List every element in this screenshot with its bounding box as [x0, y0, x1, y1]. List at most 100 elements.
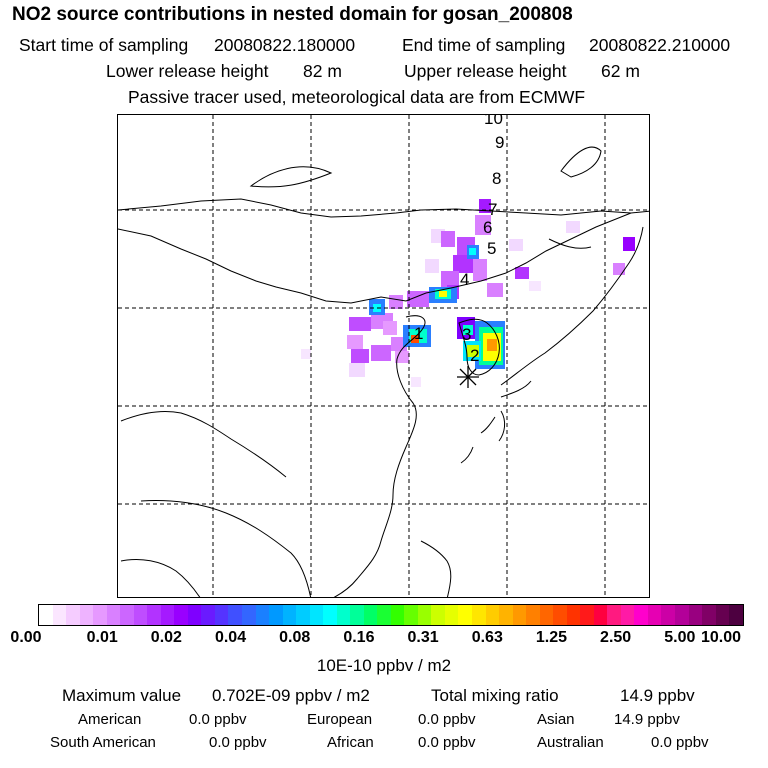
coast-outline: [480, 416, 496, 434]
map-canvas: 1 2 3 4 5 6 7 8 9 10: [118, 115, 649, 597]
colorbar-segment: [52, 605, 67, 625]
colorbar-segment: [526, 605, 540, 625]
colorbar-segment: [336, 605, 351, 625]
region-name: Asian: [537, 711, 575, 728]
colorbar-segment: [512, 605, 527, 625]
region-value: 0.0 ppbv: [418, 711, 476, 728]
plume-cell: [469, 248, 476, 255]
colorbar-segment: [282, 605, 297, 625]
plume-cell: [613, 263, 625, 275]
colorbar-segment: [607, 605, 621, 625]
colorbar-tick-label: 0.04: [214, 629, 247, 646]
plume-cell: [411, 377, 421, 387]
colorbar-tick-label: 0.01: [86, 629, 118, 646]
colorbar-segment: [661, 605, 675, 625]
colorbar-segment: [390, 605, 405, 625]
colorbar-segment: [485, 605, 500, 625]
coast-outline: [458, 318, 500, 376]
colorbar-segment: [120, 605, 134, 625]
colorbar-segment: [431, 605, 445, 625]
colorbar-segment: [255, 605, 270, 625]
plume-cell: [487, 283, 503, 297]
plume-cell: [487, 339, 497, 351]
coast-outline: [333, 315, 426, 597]
plume-cell: [349, 363, 365, 377]
plume-cell: [371, 345, 391, 361]
colorbar-segment: [688, 605, 703, 625]
lower-height-value: 82 m: [303, 61, 342, 81]
colorbar-tick-label: 0.00: [10, 629, 42, 646]
plume-cell: [509, 239, 523, 251]
total-mixing-label: Total mixing ratio: [431, 686, 559, 705]
region-name: Australian: [537, 734, 604, 751]
border-line: [118, 198, 649, 218]
colorbar-segment: [634, 605, 648, 625]
trajectory-label: 4: [460, 270, 469, 289]
colorbar-segment: [620, 605, 635, 625]
colorbar-segment: [106, 605, 121, 625]
plume-cell: [439, 291, 447, 297]
colorbar-tick-label: 1.25: [535, 629, 568, 646]
max-value-label: Maximum value: [62, 686, 182, 705]
plume-cell: [515, 267, 529, 279]
coast-outline: [500, 226, 644, 386]
colorbar: [38, 604, 744, 626]
plume-cell: [566, 221, 580, 233]
colorbar-segment: [269, 605, 283, 625]
trajectory-label: 2: [470, 346, 479, 365]
colorbar-segment: [417, 605, 432, 625]
coast-outline: [460, 446, 474, 464]
colorbar-segment: [323, 605, 337, 625]
plume-cell: [389, 295, 403, 309]
colorbar-segment: [499, 605, 513, 625]
region-name: African: [327, 734, 374, 751]
plume-cell: [623, 237, 635, 251]
colorbar-segment: [350, 605, 364, 625]
end-time-label: End time of sampling: [402, 35, 566, 55]
plume-cell: [411, 335, 419, 343]
colorbar-segment: [66, 605, 80, 625]
border-line: [120, 558, 201, 597]
colorbar-segment: [93, 605, 107, 625]
colorbar-segment: [39, 605, 53, 625]
plume-cell: [351, 349, 369, 363]
coast-outline: [500, 380, 532, 398]
plume-cell: [349, 317, 371, 331]
plume-cell: [347, 335, 363, 349]
plume-cell: [475, 215, 491, 235]
coast-outline: [498, 410, 506, 442]
region-name: European: [307, 711, 373, 728]
colorbar-segment: [472, 605, 486, 625]
colorbar-segment: [539, 605, 554, 625]
border-line: [120, 410, 287, 478]
plume-cell: [301, 349, 311, 359]
end-time-value: 20080822.210000: [589, 35, 731, 55]
colorbar-segment: [187, 605, 202, 625]
region-name: American: [78, 711, 142, 728]
plume-cell: [441, 231, 455, 247]
colorbar-tick-label: 10.00: [700, 629, 742, 646]
trajectory-label: 7: [488, 200, 497, 219]
trajectory-label: 1: [414, 324, 423, 343]
region-value: 0.0 ppbv: [189, 711, 247, 728]
start-time-label: Start time of sampling: [19, 35, 189, 55]
colorbar-tick-label: 0.16: [343, 629, 375, 646]
coast-outline: [560, 146, 602, 178]
colorbar-tick-label: 0.31: [407, 629, 439, 646]
colorbar-segment: [363, 605, 378, 625]
border-line: [140, 500, 312, 597]
colorbar-segment: [377, 605, 391, 625]
plume-cell: [467, 345, 479, 357]
colorbar-tick-label: 0.63: [471, 629, 503, 646]
upper-height-label: Upper release height: [404, 61, 567, 81]
colorbar-unit: 10E-10 ppbv / m2: [316, 656, 452, 675]
plume-cell: [383, 321, 397, 335]
region-value: 14.9 ppbv: [614, 711, 680, 728]
plume-cells: [301, 199, 635, 387]
trajectory-label: 9: [495, 133, 504, 152]
colorbar-segment: [729, 605, 743, 625]
plume-cell: [425, 259, 439, 273]
plume-cell: [407, 291, 429, 307]
colorbar-segment: [566, 605, 581, 625]
colorbar-segment: [174, 605, 188, 625]
